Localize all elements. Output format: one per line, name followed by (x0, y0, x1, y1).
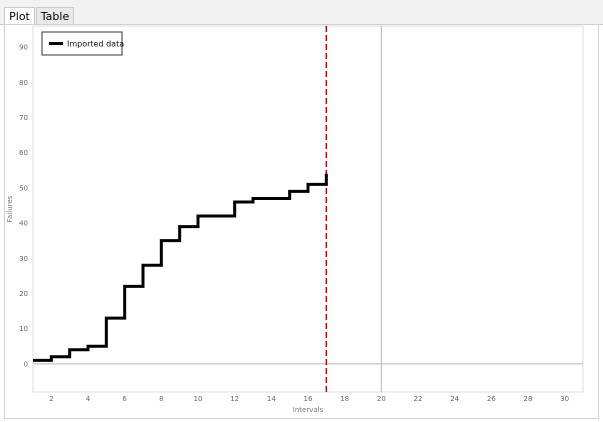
x-tick-label: 6 (122, 395, 127, 403)
tab-plot[interactable]: Plot (4, 7, 35, 25)
y-tick-label: 30 (19, 255, 28, 263)
y-tick-label: 80 (19, 79, 28, 87)
x-tick-label: 26 (487, 395, 496, 403)
series-layer (32, 173, 328, 362)
x-tick-label: 8 (159, 395, 163, 403)
x-tick-label: 28 (524, 395, 533, 403)
x-axis-label: Intervals (293, 406, 324, 414)
reference-lines (33, 26, 583, 392)
y-tick-label: 60 (19, 149, 28, 157)
x-tick-label: 4 (86, 395, 91, 403)
x-tick-label: 10 (194, 395, 203, 403)
y-tick-label: 10 (19, 325, 28, 333)
y-axis-label: Failures (6, 195, 14, 222)
x-tick-label: 12 (230, 395, 239, 403)
y-tick-label: 50 (19, 184, 28, 192)
legend-box (41, 31, 123, 56)
y-tick-label: 40 (19, 220, 28, 228)
x-tick-label: 24 (450, 395, 459, 403)
plot-frame (32, 25, 584, 393)
x-tick-label: 14 (267, 395, 276, 403)
tab-table[interactable]: Table (36, 7, 74, 24)
tick-labels: 2 4 6 8 10 12 14 16 18 20 22 24 26 28 3001020304050607… (19, 44, 569, 403)
y-tick-label: 0 (24, 360, 28, 368)
x-tick-label: 18 (340, 395, 349, 403)
x-tick-label: 22 (414, 395, 423, 403)
legend-label-imported-data: Imported data (67, 40, 124, 49)
x-tick-label: 16 (304, 395, 313, 403)
axes (32, 25, 584, 393)
y-tick-label: 70 (19, 114, 28, 122)
x-tick-label: 30 (560, 395, 569, 403)
legend: Imported data (41, 31, 124, 56)
y-tick-label: 90 (19, 44, 28, 52)
x-tick-label: 20 (377, 395, 386, 403)
series-line-imported-data (33, 173, 328, 362)
x-tick-label: 2 (49, 395, 53, 403)
y-tick-label: 20 (19, 290, 28, 298)
